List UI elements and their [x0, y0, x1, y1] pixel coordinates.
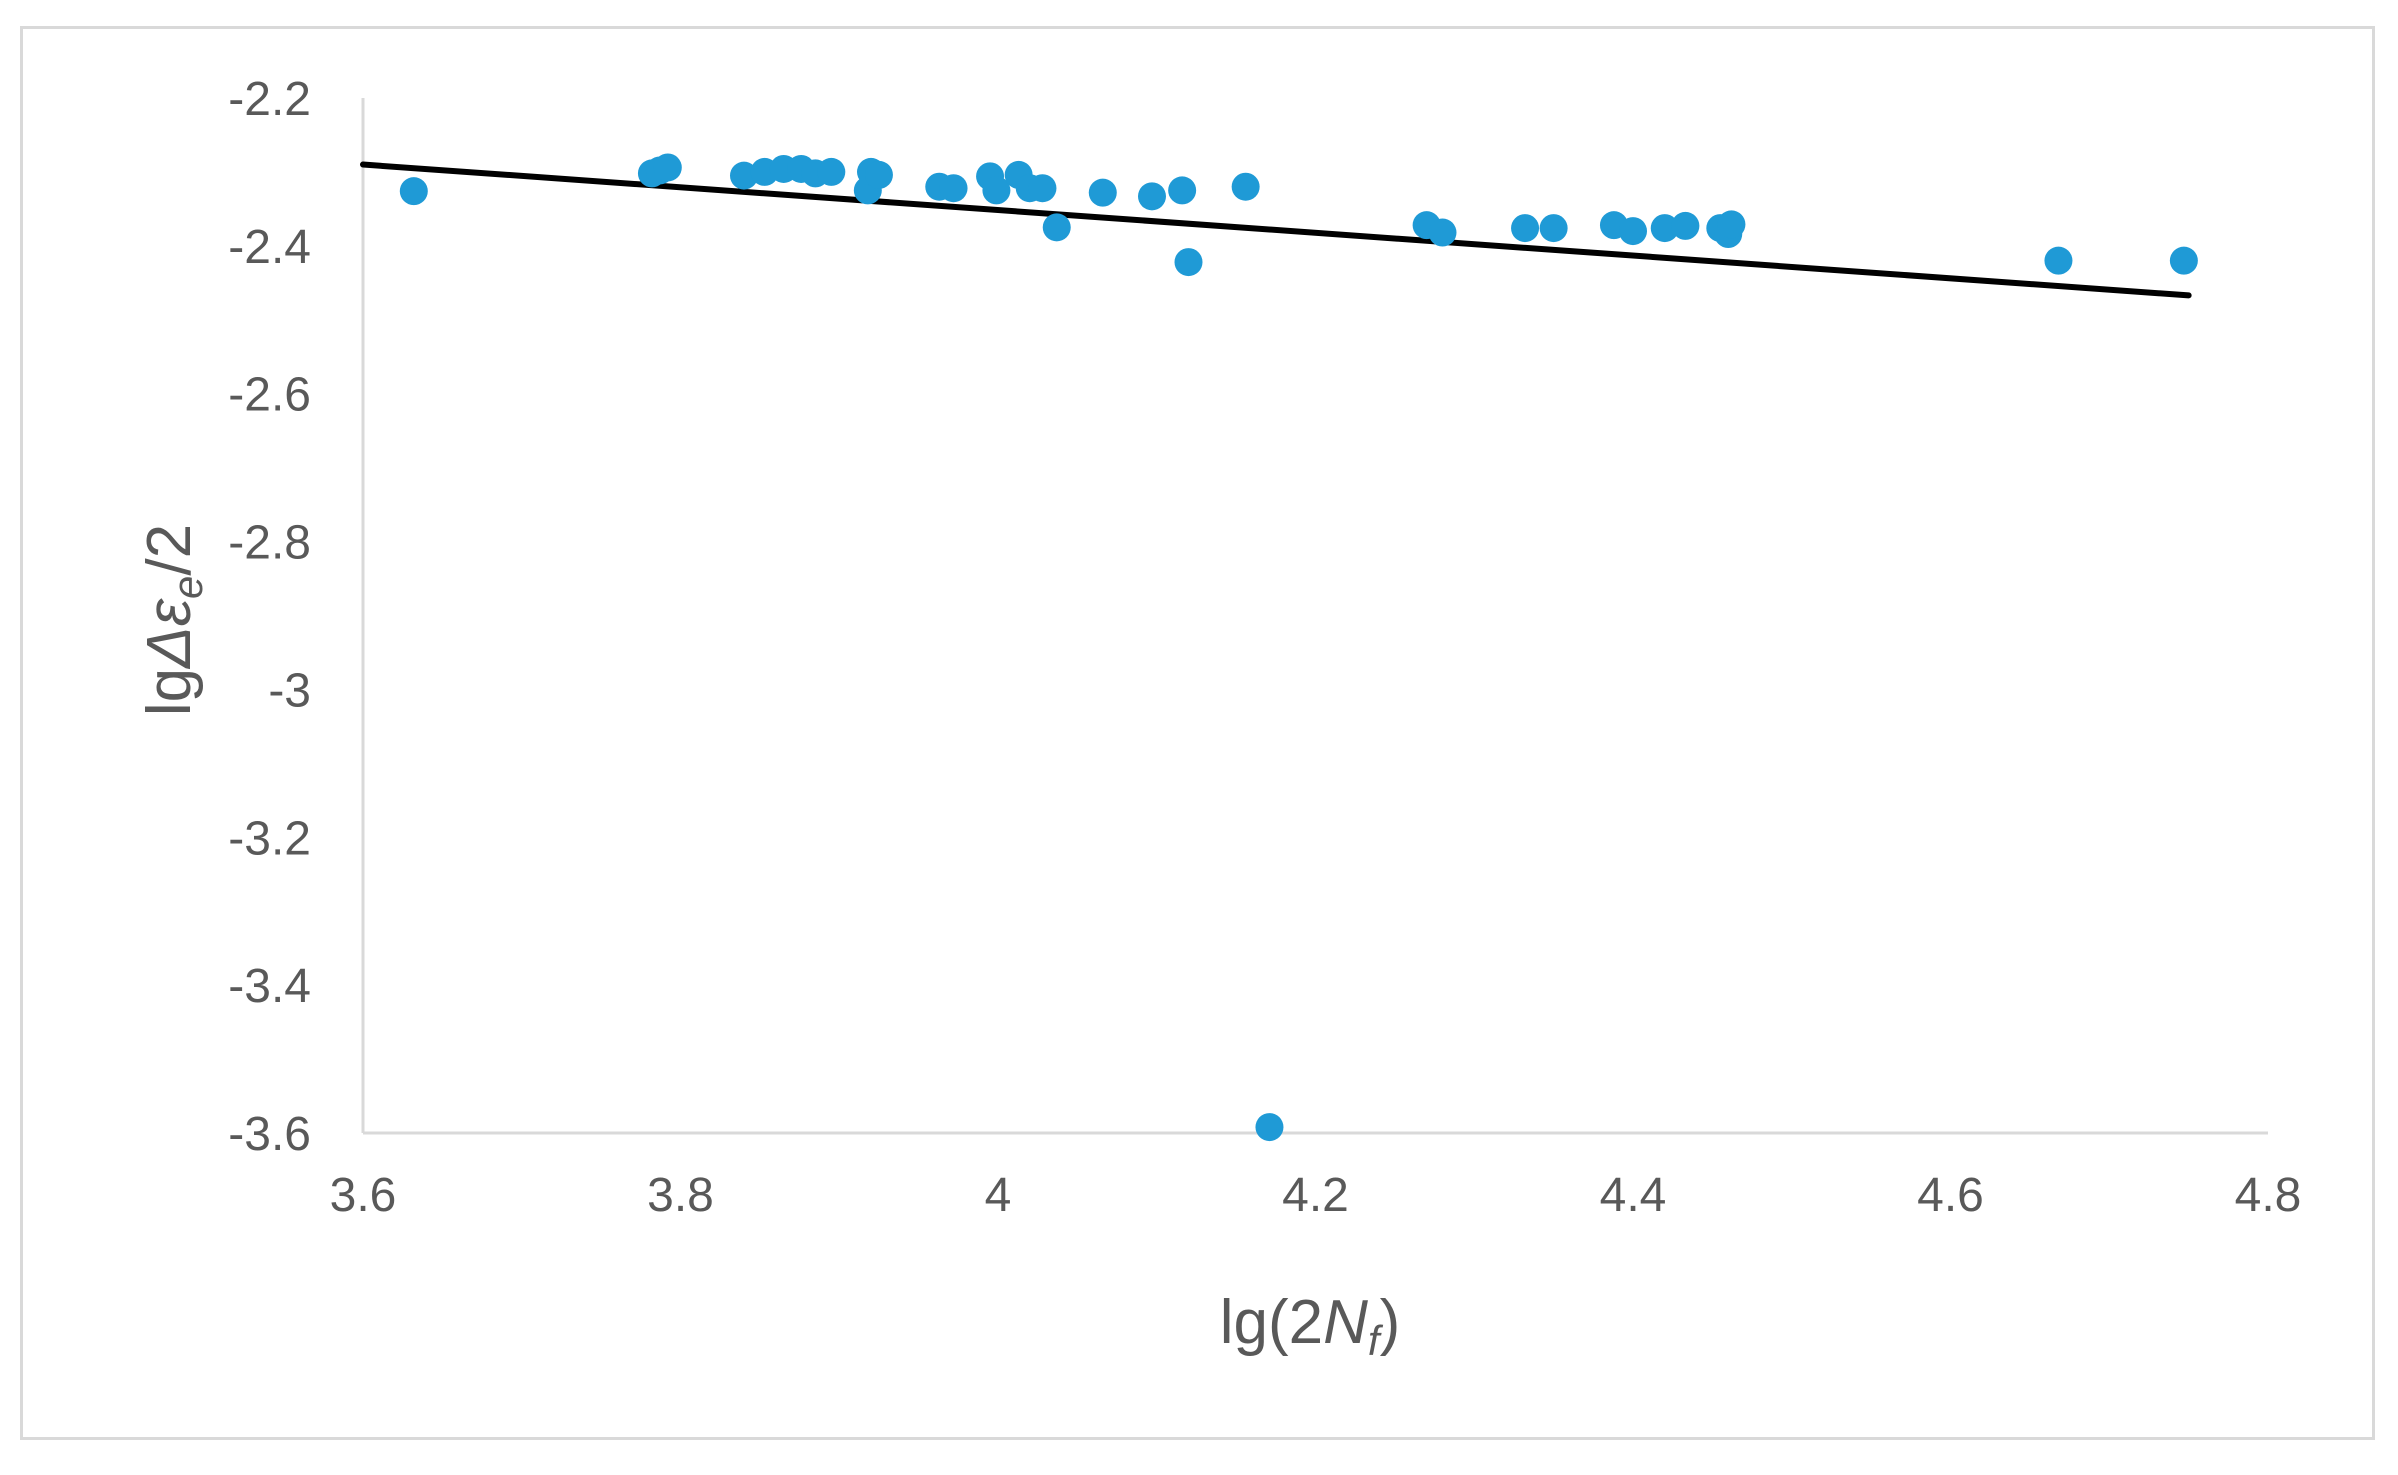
x-tick-label: 4: [985, 1169, 1012, 1222]
y-tick-label: -3: [268, 664, 311, 717]
y-tick-label: -2.2: [228, 73, 311, 126]
axes: [361, 98, 2268, 1135]
y-tick-label: -2.6: [228, 369, 311, 422]
y-tick-label: -2.4: [228, 221, 311, 274]
y-tick-label: -3.6: [228, 1108, 311, 1161]
data-point: [1028, 174, 1057, 203]
data-point: [1428, 218, 1457, 247]
data-point: [939, 174, 968, 203]
data-point: [1650, 214, 1679, 243]
data-point: [1539, 214, 1568, 243]
data-point: [864, 160, 893, 189]
data-point: [1174, 248, 1203, 277]
y-axis-title: lgΔεe/2: [135, 524, 211, 716]
data-point: [653, 153, 682, 182]
data-point: [2044, 246, 2073, 275]
trendline-group: [360, 161, 2192, 299]
x-tick-label: 4.8: [2235, 1169, 2302, 1222]
trendline: [360, 161, 2192, 299]
y-tick-label: -3.4: [228, 960, 311, 1013]
data-point: [817, 157, 846, 186]
data-point: [1231, 172, 1260, 201]
data-point: [1042, 213, 1071, 242]
x-tick-label: 4.4: [1600, 1169, 1667, 1222]
x-tick-label: 4.2: [1282, 1169, 1349, 1222]
data-point: [1619, 217, 1647, 246]
tick-labels: 3.6 3.8 4 4.2 4.4 4.6 4.8 -2.2 -2.4 -2.6 -2.8 -3 -3.…: [228, 73, 2301, 1222]
data-point: [1137, 182, 1166, 211]
data-point: [982, 176, 1011, 205]
x-tick-label: 4.6: [1917, 1169, 1984, 1222]
x-axis-title: lg(2Nf): [1220, 1288, 1401, 1364]
x-tick-label: 3.6: [330, 1169, 397, 1222]
y-tick-label: -3.2: [228, 812, 311, 865]
x-tick-label: 3.8: [647, 1169, 714, 1222]
data-point: [399, 177, 428, 206]
data-point: [1255, 1113, 1284, 1142]
data-point: [1671, 211, 1700, 240]
data-point: [730, 161, 758, 190]
y-tick-label: -2.8: [228, 517, 311, 570]
data-point: [1511, 214, 1540, 243]
data-points: [399, 153, 2198, 1142]
data-point: [2169, 246, 2198, 275]
data-point: [1168, 176, 1197, 205]
data-point: [1088, 178, 1117, 207]
data-point: [1717, 210, 1746, 239]
